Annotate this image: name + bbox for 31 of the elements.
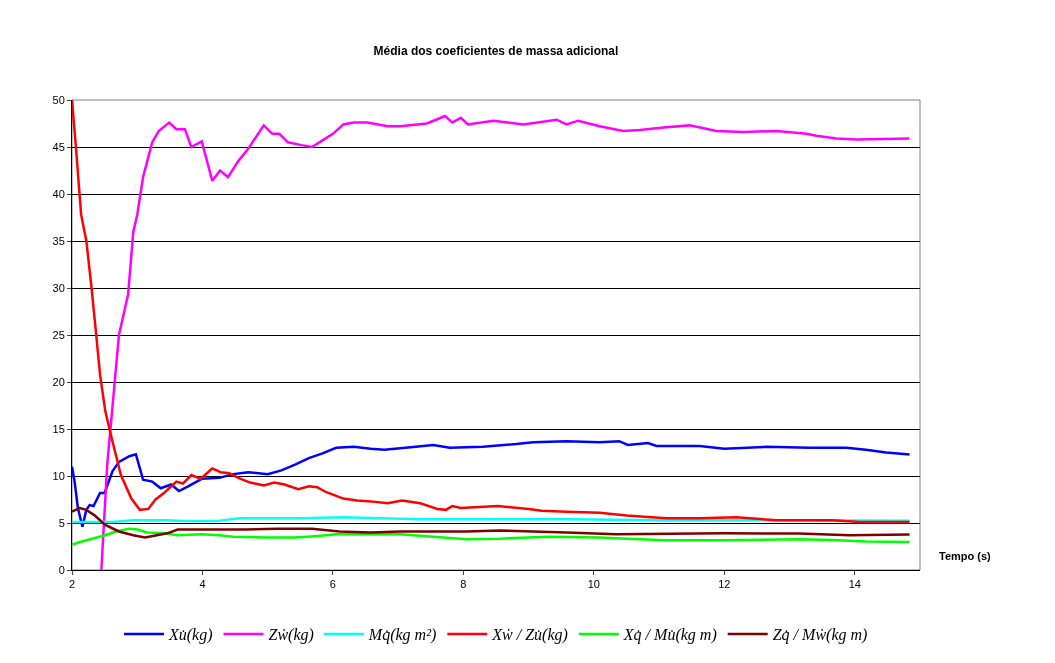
x-tick-label: 10 [587, 578, 600, 591]
y-tick-label: 20 [52, 375, 65, 388]
x-tick-label: 2 [68, 578, 76, 591]
y-tick-label: 15 [52, 422, 65, 435]
legend-label: Zq̇ / Mẇ(kg m) [772, 626, 868, 645]
x-tick-label: 8 [460, 578, 467, 591]
legend-label: Mq̇(kg m²) [367, 626, 437, 645]
line-series [72, 506, 911, 539]
x-tick-label: 12 [718, 578, 731, 591]
legend-label: Xu̇(kg) [168, 626, 213, 645]
y-tick-label: 25 [52, 328, 65, 341]
chart-title: Média dos coeficientes de massa adicional [373, 43, 619, 58]
line-series [100, 114, 911, 570]
y-tick-label: 45 [52, 140, 65, 153]
line-series [72, 100, 911, 524]
legend-label: Xẇ / Zu̇(kg) [491, 626, 568, 645]
y-tick-label: 35 [52, 234, 65, 247]
y-tick-label: 50 [52, 93, 65, 106]
y-tick-label: 0 [58, 563, 65, 576]
y-tick-label: 40 [52, 187, 65, 200]
y-tick-label: 30 [52, 281, 65, 294]
x-tick-label: 4 [199, 578, 206, 591]
y-tick-label: 10 [52, 469, 65, 482]
x-tick-label: 14 [848, 578, 861, 591]
legend-label: Xq̇ / Mu̇(kg m) [622, 626, 717, 645]
line-series [72, 527, 911, 546]
line-series [72, 439, 911, 529]
y-tick-label: 5 [58, 516, 65, 529]
x-tick-label: 6 [329, 578, 336, 591]
x-axis-title: Tempo (s) [939, 550, 992, 562]
legend-label: Zẇ(kg) [268, 626, 314, 645]
